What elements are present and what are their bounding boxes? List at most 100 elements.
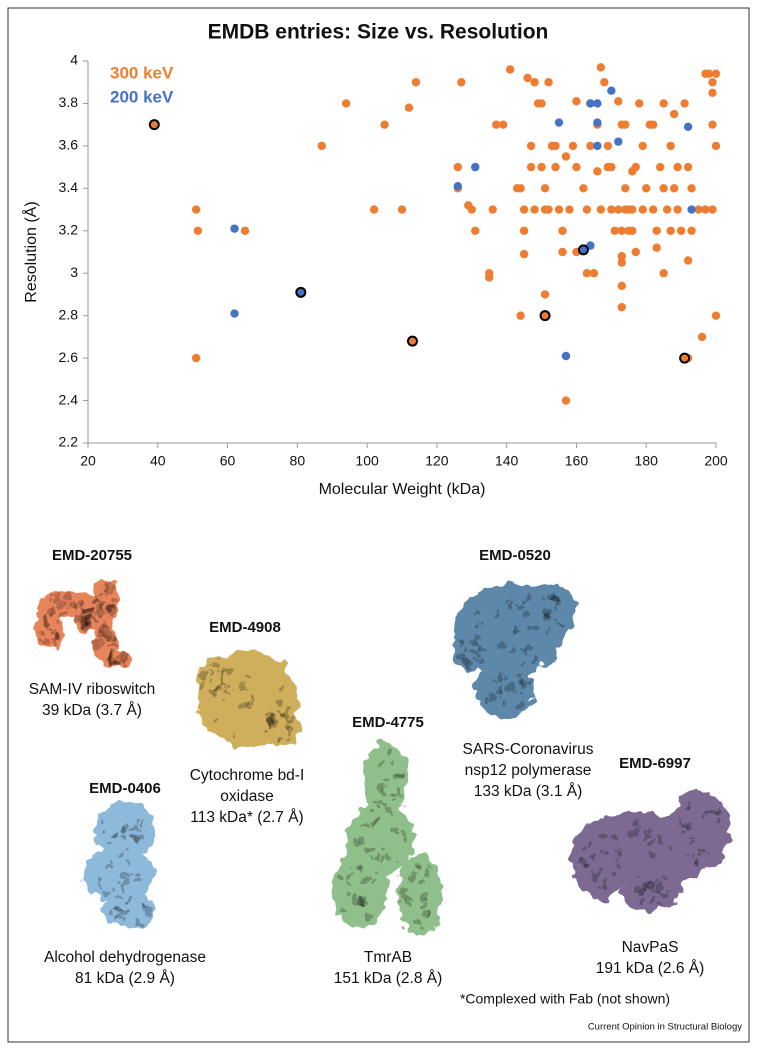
structure-caption: SARS-Coronavirus [463, 741, 594, 758]
x-tick-label: 140 [495, 453, 519, 469]
structures: EMD-20755 SAM-IV riboswitch 39 kDa (3.7 Å)… [29, 547, 730, 987]
point [596, 63, 606, 72]
point [607, 205, 616, 214]
density-texture [518, 692, 524, 698]
point [586, 99, 595, 108]
density-texture [212, 660, 220, 668]
point [607, 162, 616, 172]
density-texture [475, 622, 479, 627]
density-texture [107, 840, 112, 845]
density-texture [51, 640, 59, 647]
density-texture [469, 640, 475, 645]
density-blob [670, 790, 730, 870]
density-texture [54, 632, 60, 638]
density-texture [100, 642, 105, 647]
density-texture [617, 862, 622, 867]
structure-caption: 113 kDa* (2.7 Å) [190, 809, 303, 826]
structure-id: EMD-0520 [479, 547, 551, 564]
point [537, 162, 546, 172]
density-texture [47, 623, 52, 628]
density-texture [387, 806, 391, 811]
point [582, 205, 592, 214]
density-texture [49, 596, 54, 601]
density-texture [83, 607, 91, 615]
density-texture [66, 602, 71, 607]
point [628, 205, 637, 214]
density-texture [397, 792, 403, 797]
density-texture [109, 644, 114, 649]
density-texture [374, 801, 380, 807]
density-texture [389, 791, 394, 796]
density-texture [478, 644, 483, 650]
density-texture [550, 626, 554, 630]
density-texture [122, 661, 127, 666]
density-texture [136, 833, 144, 841]
density-texture [121, 836, 127, 842]
density-texture [421, 893, 430, 901]
x-tick-label: 20 [80, 453, 96, 469]
structure-map [36, 580, 133, 668]
density-texture [523, 677, 530, 685]
density-texture [222, 689, 227, 694]
density-texture [210, 678, 214, 682]
point [577, 244, 589, 256]
point [554, 118, 564, 127]
point [649, 120, 658, 129]
density-texture [56, 621, 61, 626]
density-texture [393, 857, 397, 861]
density-texture [700, 846, 706, 852]
density-texture [277, 683, 284, 691]
point [471, 162, 480, 172]
density-texture [114, 659, 121, 666]
density-texture [48, 612, 54, 618]
density-texture [480, 623, 485, 627]
density-texture [690, 837, 694, 842]
density-texture [597, 850, 603, 855]
density-texture [597, 884, 602, 890]
density-texture [96, 634, 100, 638]
density-texture [645, 881, 653, 889]
density-texture [520, 660, 527, 667]
density-texture [358, 877, 367, 886]
density-texture [680, 820, 685, 825]
density-texture [132, 871, 139, 877]
point [614, 137, 623, 146]
density-texture [84, 620, 91, 628]
density-texture [385, 855, 392, 862]
legend-label: 300 keV [110, 63, 174, 82]
density-texture [691, 857, 698, 863]
density-texture [125, 821, 130, 827]
density-texture [518, 603, 525, 610]
point [711, 311, 721, 320]
density-texture [682, 803, 690, 812]
density-texture [477, 656, 485, 664]
density-texture [119, 826, 128, 835]
point [617, 302, 626, 312]
structure-id: EMD-4775 [352, 714, 424, 731]
density-texture [608, 868, 615, 875]
density-texture [382, 777, 388, 782]
density-texture [337, 876, 343, 882]
point [492, 120, 501, 129]
point [561, 351, 571, 361]
point [519, 205, 529, 214]
density-texture [97, 875, 105, 883]
point [617, 281, 626, 291]
density-texture [126, 875, 130, 880]
density-texture [102, 832, 107, 837]
density-texture [554, 606, 559, 611]
density-texture [103, 633, 110, 641]
density-texture [108, 910, 113, 915]
density-texture [376, 783, 384, 792]
structure-caption: 39 kDa (3.7 Å) [42, 702, 142, 719]
structure-caption: SAM-IV riboswitch [29, 681, 156, 698]
density-texture [555, 616, 560, 621]
density-texture [130, 834, 139, 842]
density-texture [374, 854, 381, 861]
point [673, 162, 682, 172]
y-tick-label: 2.4 [59, 391, 79, 407]
density-texture [368, 810, 374, 816]
density-texture [370, 883, 375, 887]
density-texture [628, 829, 636, 837]
density-texture [109, 652, 114, 656]
